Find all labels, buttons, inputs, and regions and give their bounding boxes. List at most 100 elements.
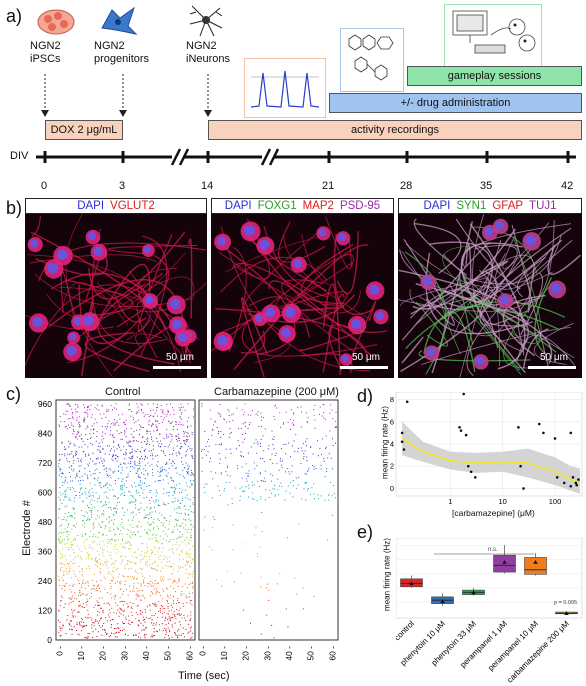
spike-mark [74, 609, 76, 611]
scatter-point [464, 433, 468, 437]
spike-mark [102, 465, 104, 467]
spike-mark [148, 618, 150, 620]
spike-mark [179, 614, 181, 616]
spike-mark [174, 615, 176, 617]
spike-mark [132, 590, 134, 592]
spike-mark [182, 627, 184, 629]
neurite-stroke [241, 297, 268, 378]
spike-mark [257, 480, 259, 482]
spike-mark [149, 492, 151, 494]
spike-mark [191, 433, 193, 435]
spike-mark [71, 544, 73, 546]
spike-mark [176, 520, 178, 522]
spike-mark [108, 520, 110, 522]
spike-mark [292, 423, 294, 425]
spike-mark [176, 635, 178, 637]
spike-mark [160, 578, 162, 580]
spike-mark [144, 464, 146, 466]
spike-mark [88, 617, 90, 619]
spike-mark [203, 449, 205, 451]
spike-mark [122, 538, 124, 540]
spike-mark [136, 596, 138, 598]
spike-mark [61, 541, 63, 543]
spike-mark [174, 489, 176, 491]
spike-mark [140, 441, 142, 443]
spike-mark [110, 626, 112, 628]
neurite-stroke [283, 234, 372, 320]
spike-mark [123, 575, 125, 577]
spike-mark [156, 570, 158, 572]
spike-mark [78, 611, 80, 613]
spike-mark [103, 468, 105, 470]
spike-mark [115, 533, 117, 535]
spike-mark [302, 608, 304, 610]
spike-mark [76, 545, 78, 547]
spike-mark [164, 636, 166, 638]
spike-mark [181, 534, 183, 536]
raster-title-control: Control [105, 386, 141, 398]
spike-mark [157, 518, 159, 520]
spike-mark [89, 492, 91, 494]
spike-mark [313, 595, 315, 597]
spike-mark [139, 458, 141, 460]
spike-mark [124, 633, 126, 635]
spike-mark [113, 633, 115, 635]
spike-mark [174, 508, 176, 510]
spike-mark [136, 492, 138, 494]
spike-mark [62, 624, 64, 626]
spike-mark [220, 431, 222, 433]
spike-mark [64, 446, 66, 448]
spike-mark [93, 622, 95, 624]
nucleus [281, 328, 291, 338]
spike-mark [140, 559, 142, 561]
spike-mark [59, 568, 61, 570]
spike-mark [59, 635, 61, 637]
spike-mark [122, 575, 124, 577]
spike-mark [163, 627, 165, 629]
spike-mark [110, 585, 112, 587]
spike-mark [181, 489, 183, 491]
spike-mark [226, 482, 228, 484]
spike-mark [87, 463, 89, 465]
spike-mark [108, 571, 110, 573]
spike-mark [155, 489, 157, 491]
spike-mark [66, 532, 68, 534]
spike-mark [93, 573, 95, 575]
spike-mark [188, 561, 190, 563]
spike-mark [166, 613, 168, 615]
spike-mark [180, 403, 182, 405]
scatter-ytick: 0.6 [390, 417, 394, 426]
spike-mark [80, 487, 82, 489]
spike-mark [293, 419, 295, 421]
spike-mark [326, 471, 328, 473]
spike-mark [123, 628, 125, 630]
spike-mark [67, 523, 69, 525]
spike-mark [163, 413, 165, 415]
spike-mark [79, 624, 81, 626]
spike-mark [59, 487, 61, 489]
spike-mark [151, 563, 153, 565]
spike-mark [271, 438, 273, 440]
spike-mark [184, 512, 186, 514]
spike-mark [152, 455, 154, 457]
spike-mark [172, 595, 174, 597]
spike-mark [268, 599, 270, 601]
spike-mark [147, 431, 149, 433]
spike-mark [155, 421, 157, 423]
spike-mark [100, 617, 102, 619]
spike-mark [155, 606, 157, 608]
spike-mark [211, 428, 213, 430]
spike-mark [168, 436, 170, 438]
spike-mark [110, 507, 112, 509]
spike-mark [98, 532, 100, 534]
neurite-stroke [401, 336, 424, 364]
spike-mark [165, 564, 167, 566]
neurite-stroke [494, 253, 553, 290]
spike-mark [285, 490, 287, 492]
spike-mark [251, 410, 253, 412]
spike-mark [172, 600, 174, 602]
spike-mark [133, 578, 135, 580]
spike-mark [95, 564, 97, 566]
spike-mark [172, 447, 174, 449]
spike-mark [132, 466, 134, 468]
